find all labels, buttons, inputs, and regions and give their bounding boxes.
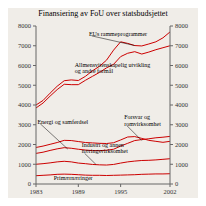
svg-text:5000: 5000	[175, 82, 188, 89]
svg-text:Primærnæringer: Primærnæringer	[54, 175, 93, 181]
svg-text:2000: 2000	[18, 141, 31, 148]
svg-text:7000: 7000	[175, 42, 188, 49]
svg-text:Energi og samferdsel: Energi og samferdsel	[37, 119, 88, 125]
svg-text:0: 0	[28, 180, 31, 187]
svg-text:8000: 8000	[175, 22, 188, 29]
html-text:Finansiering av FoU over stats: Finansiering av FoU over statsbudsjettet	[38, 9, 168, 18]
svg-text:EUs rammeprogrammer: EUs rammeprogrammer	[89, 31, 147, 37]
svg-text:6000: 6000	[18, 62, 31, 69]
svg-text:3000: 3000	[18, 121, 31, 128]
svg-text:Allmensvitenskapelig utvikling: Allmensvitenskapelig utviklingog andre f…	[75, 62, 151, 75]
svg-text:2002: 2002	[164, 188, 177, 195]
svg-text:3000: 3000	[175, 121, 188, 128]
svg-text:6000: 6000	[175, 62, 188, 69]
svg-text:1000: 1000	[175, 161, 188, 168]
svg-text:1995: 1995	[114, 188, 127, 195]
svg-text:1989: 1989	[72, 188, 85, 195]
svg-text:Industri og annennæringsvirkso: Industri og annennæringsvirksomhet	[82, 142, 128, 155]
svg-text:0: 0	[175, 180, 178, 187]
svg-text:1000: 1000	[18, 161, 31, 168]
svg-text:2000: 2000	[175, 141, 188, 148]
svg-text:Forsvar ogromvirksomhet: Forsvar ogromvirksomhet	[124, 114, 161, 127]
svg-text:4000: 4000	[18, 101, 31, 108]
svg-text:8000: 8000	[18, 22, 31, 29]
svg-text:1983: 1983	[30, 188, 43, 195]
svg-text:5000: 5000	[18, 82, 31, 89]
svg-text:4000: 4000	[175, 101, 188, 108]
svg-text:7000: 7000	[18, 42, 31, 49]
